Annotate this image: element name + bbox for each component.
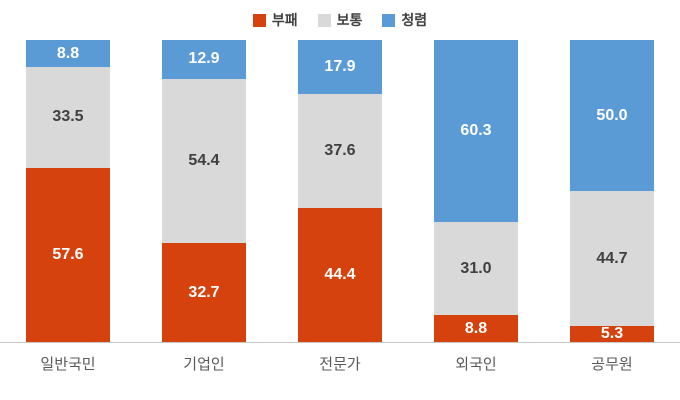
- category-label-0: 일반국민: [40, 356, 96, 373]
- segment-value-label: 33.5: [52, 108, 84, 126]
- category-label-3: 외국인: [455, 356, 497, 373]
- segment-value-label: 57.6: [52, 246, 84, 263]
- stacked-bar-4: 5.3 44.7 50.0: [570, 40, 654, 342]
- bar-segment-corrupt: 57.6: [26, 168, 110, 342]
- bar-segment-neutral: 54.4: [162, 78, 246, 244]
- legend-item-clean: 청렴: [382, 10, 427, 30]
- segment-value-label: 5.3: [600, 325, 624, 342]
- segment-value-label: 44.7: [596, 249, 628, 267]
- segment-value-label: 60.3: [460, 121, 492, 139]
- bar-segment-corrupt: 5.3: [570, 326, 654, 342]
- bar-segment-clean: 8.8: [26, 40, 110, 67]
- bar-column-2: 44.4 37.6 17.9: [272, 40, 408, 342]
- bar-column-3: 8.8 31.0 60.3: [408, 39, 544, 342]
- stacked-bar-0: 57.6 33.5 8.8: [26, 40, 110, 342]
- stacked-bar-2: 44.4 37.6 17.9: [298, 40, 382, 342]
- segment-value-label: 17.9: [324, 58, 356, 76]
- bar-segment-neutral: 37.6: [298, 94, 382, 208]
- bar-segment-corrupt: 44.4: [298, 207, 382, 342]
- segment-value-label: 31.0: [460, 259, 492, 277]
- bar-segment-corrupt: 32.7: [162, 243, 246, 342]
- legend-label: 청렴: [401, 12, 428, 28]
- legend-item-corrupt: 부패: [252, 10, 298, 30]
- segment-value-label: 44.4: [324, 265, 356, 283]
- bar-segment-clean: 17.9: [298, 40, 382, 95]
- bar-column-1: 32.7 54.4 12.9: [136, 39, 272, 342]
- segment-value-label: 8.8: [56, 44, 80, 62]
- segment-value-label: 54.4: [188, 152, 220, 170]
- segment-value-label: 32.7: [188, 283, 220, 301]
- x-axis: 일반국민 기업인 전문가 외국인 공무원: [0, 343, 680, 400]
- plot-area: 57.6 33.5 8.8 32.7 54.4 12.9 44.4 37.6 17.9 8.8 31…: [0, 39, 680, 343]
- chart-legend: 부패 보통 청렴: [0, 0, 680, 40]
- segment-value-label: 37.6: [324, 142, 356, 160]
- bar-column-4: 5.3 44.7 50.0: [544, 40, 680, 342]
- stacked-bar-3: 8.8 31.0 60.3: [434, 39, 518, 342]
- bar-segment-clean: 50.0: [570, 40, 654, 191]
- segment-value-label: 50.0: [596, 106, 628, 124]
- legend-label: 보통: [336, 12, 363, 28]
- legend-label: 부패: [271, 12, 298, 28]
- bar-segment-clean: 12.9: [162, 39, 246, 79]
- bar-segment-clean: 60.3: [434, 39, 518, 222]
- stacked-bar-1: 32.7 54.4 12.9: [162, 39, 246, 342]
- bar-segment-corrupt: 8.8: [434, 315, 518, 342]
- bar-segment-neutral: 44.7: [570, 191, 654, 326]
- bar-segment-neutral: 31.0: [434, 221, 518, 316]
- bar-segment-neutral: 33.5: [26, 66, 110, 168]
- bar-column-0: 57.6 33.5 8.8: [0, 40, 136, 342]
- category-label-1: 기업인: [183, 356, 225, 373]
- segment-value-label: 8.8: [464, 319, 488, 337]
- category-label-2: 전문가: [319, 356, 361, 373]
- segment-value-label: 12.9: [188, 50, 220, 68]
- legend-swatch-clean: [382, 13, 396, 27]
- legend-swatch-corrupt: [252, 13, 266, 27]
- category-label-4: 공무원: [591, 356, 633, 373]
- legend-item-neutral: 보통: [317, 10, 363, 30]
- legend-swatch-neutral: [317, 13, 331, 27]
